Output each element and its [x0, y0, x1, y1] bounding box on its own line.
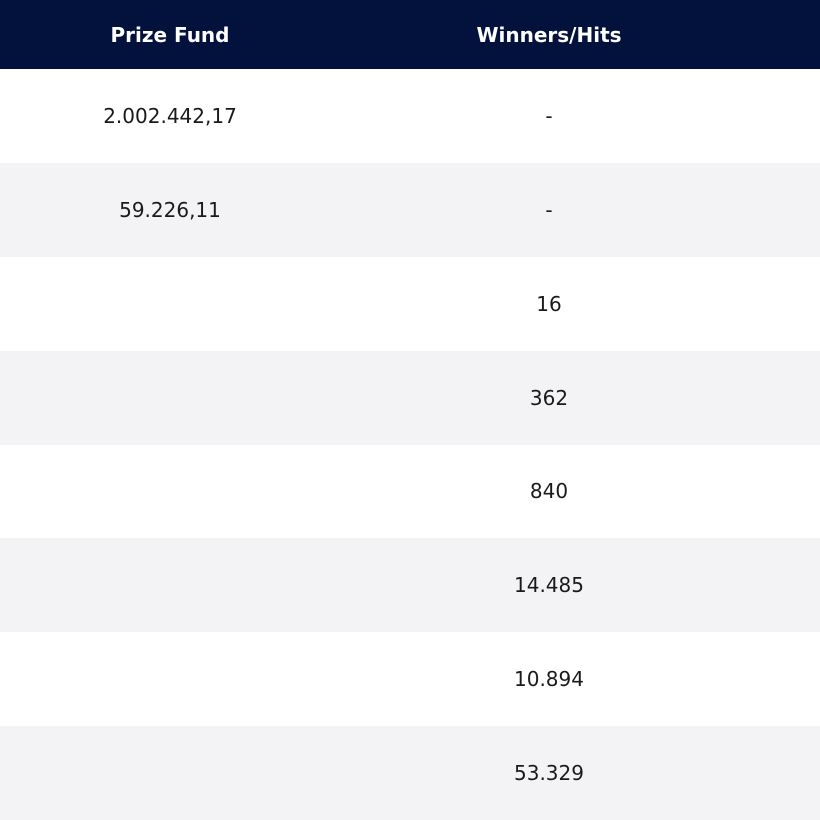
spacer-cell	[758, 350, 820, 445]
spacer-cell	[758, 69, 820, 163]
spacer-cell	[758, 726, 820, 820]
table-row: 362	[0, 350, 820, 445]
winners-hits-cell: 840	[340, 444, 758, 539]
prize-fund-cell	[0, 538, 340, 633]
winners-hits-cell: 53.329	[340, 726, 758, 820]
winners-hits-cell: -	[340, 162, 758, 257]
prize-fund-cell	[0, 444, 340, 539]
table-row: 2.002.442,17 -	[0, 69, 820, 163]
prize-fund-cell	[0, 632, 340, 727]
spacer-cell	[758, 162, 820, 257]
table-row: 10.894	[0, 632, 820, 727]
table-row: 840	[0, 444, 820, 539]
prize-fund-cell: 2.002.442,17	[0, 69, 340, 163]
prize-fund-cell	[0, 726, 340, 820]
spacer-cell	[758, 538, 820, 633]
table-row: 16	[0, 256, 820, 351]
prize-fund-cell: 59.226,11	[0, 162, 340, 257]
prize-fund-cell	[0, 256, 340, 351]
winners-hits-cell: 16	[340, 256, 758, 351]
table-header-row: Prize Fund Winners/Hits	[0, 0, 820, 69]
table-row: 14.485	[0, 538, 820, 633]
header-spacer	[758, 0, 820, 69]
spacer-cell	[758, 632, 820, 727]
prize-fund-cell	[0, 350, 340, 445]
table-row: 59.226,11 -	[0, 162, 820, 257]
winners-hits-cell: -	[340, 69, 758, 163]
header-winners-hits: Winners/Hits	[340, 0, 758, 69]
winners-hits-cell: 14.485	[340, 538, 758, 633]
table-row: 53.329	[0, 726, 820, 820]
winners-hits-cell: 10.894	[340, 632, 758, 727]
winners-hits-cell: 362	[340, 350, 758, 445]
header-prize-fund: Prize Fund	[0, 0, 340, 69]
spacer-cell	[758, 444, 820, 539]
spacer-cell	[758, 256, 820, 351]
